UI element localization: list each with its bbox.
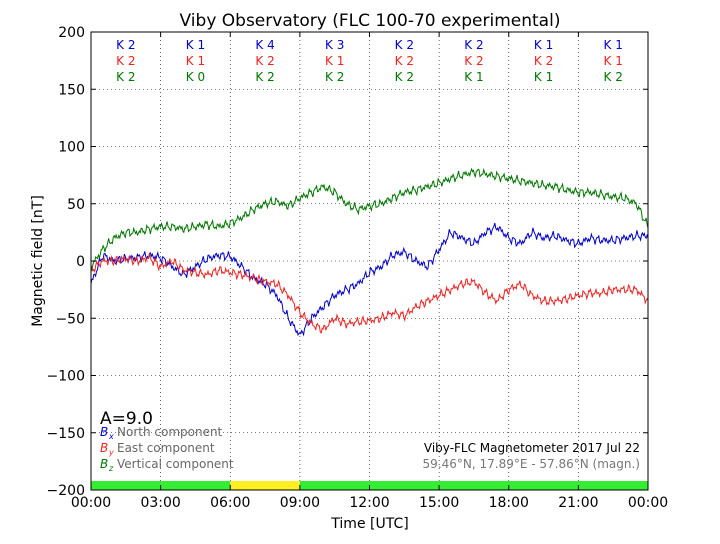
- k-index-by-1: K 1: [186, 54, 205, 68]
- y-tick-label: −200: [47, 483, 85, 499]
- y-tick-label: −50: [55, 311, 85, 327]
- x-axis-ticks: 00:00 03:00 06:00 09:00 12:00 15:00 18:00 21:00…: [71, 32, 668, 511]
- y-tick-label: 0: [76, 254, 85, 270]
- k-index-bz-2: K 2: [255, 70, 274, 84]
- y-tick-label: 50: [67, 197, 85, 213]
- k-index-bx-0: K 2: [116, 38, 135, 52]
- x-tick-label: 18:00: [489, 495, 529, 511]
- k-index-bx-1: K 1: [186, 38, 205, 52]
- k-index-by-6: K 2: [534, 54, 553, 68]
- legend-label-y: East component: [117, 441, 215, 455]
- legend-label-z: Vertical component: [117, 457, 234, 471]
- k-index-bx-4: K 2: [395, 38, 414, 52]
- k-index-bz-0: K 2: [116, 70, 135, 84]
- k-index-table: K 2 K 1 K 4 K 3 K 2 K 2 K 1 K 1 K 2 K 1 K 2 K 1 K 2 K…: [116, 38, 623, 84]
- activity-segment: [230, 481, 300, 490]
- k-index-bx-5: K 2: [464, 38, 483, 52]
- k-index-by-4: K 2: [395, 54, 414, 68]
- k-index-by-5: K 2: [464, 54, 483, 68]
- legend-subscript-x: x: [108, 432, 114, 441]
- x-tick-label: 03:00: [140, 495, 180, 511]
- k-index-bz-3: K 2: [325, 70, 344, 84]
- x-tick-label: 00:00: [628, 495, 668, 511]
- x-tick-label: 12:00: [349, 495, 389, 511]
- k-index-bz-6: K 1: [534, 70, 553, 84]
- x-tick-label: 00:00: [71, 495, 111, 511]
- x-axis-label: Time [UTC]: [330, 516, 408, 532]
- legend-subscript-y: y: [108, 448, 114, 457]
- y-tick-label: 150: [58, 82, 85, 98]
- series-line-y: [90, 253, 649, 334]
- k-index-by-7: K 1: [604, 54, 623, 68]
- y-tick-label: 200: [58, 25, 85, 41]
- y-axis-label: Magnetic field [nT]: [30, 195, 46, 327]
- legend-symbol-z: B: [100, 457, 108, 471]
- k-index-bz-5: K 1: [464, 70, 483, 84]
- legend-label-x: North component: [117, 425, 223, 439]
- series-lines: [90, 167, 649, 337]
- k-index-bx-2: K 4: [255, 38, 274, 52]
- x-tick-label: 15:00: [419, 495, 459, 511]
- k-index-bz-4: K 2: [395, 70, 414, 84]
- legend-subscript-z: z: [108, 464, 114, 473]
- y-axis-ticks: −200 −150 −100 −50 0 50 100 150 200: [47, 25, 648, 499]
- x-tick-label: 21:00: [558, 495, 598, 511]
- a-index-label: A=9.0: [100, 409, 153, 429]
- x-tick-label: 09:00: [280, 495, 320, 511]
- chart-title: Viby Observatory (FLC 100-70 experimenta…: [180, 11, 561, 31]
- y-tick-label: −100: [47, 369, 85, 385]
- k-index-bz-1: K 0: [186, 70, 205, 84]
- y-tick-label: −150: [47, 426, 85, 442]
- k-index-by-3: K 1: [325, 54, 344, 68]
- k-index-bx-6: K 1: [534, 38, 553, 52]
- k-index-bx-3: K 3: [325, 38, 344, 52]
- series-line-z: [90, 167, 649, 272]
- legend-symbol-x: B: [100, 425, 108, 439]
- k-index-bx-7: K 1: [604, 38, 623, 52]
- magnetometer-location: 59.46°N, 17.89°E - 57.86°N (magn.): [423, 457, 640, 471]
- x-tick-label: 06:00: [210, 495, 250, 511]
- series-line-x: [90, 222, 649, 337]
- activity-segment: [299, 481, 648, 490]
- y-tick-label: 100: [58, 140, 85, 156]
- grid: [91, 32, 648, 490]
- k-index-bz-7: K 2: [604, 70, 623, 84]
- legend-symbol-y: B: [100, 441, 108, 455]
- magnetometer-info: Viby-FLC Magnetometer 2017 Jul 22: [424, 441, 640, 455]
- k-index-by-0: K 2: [116, 54, 135, 68]
- k-index-by-2: K 2: [255, 54, 274, 68]
